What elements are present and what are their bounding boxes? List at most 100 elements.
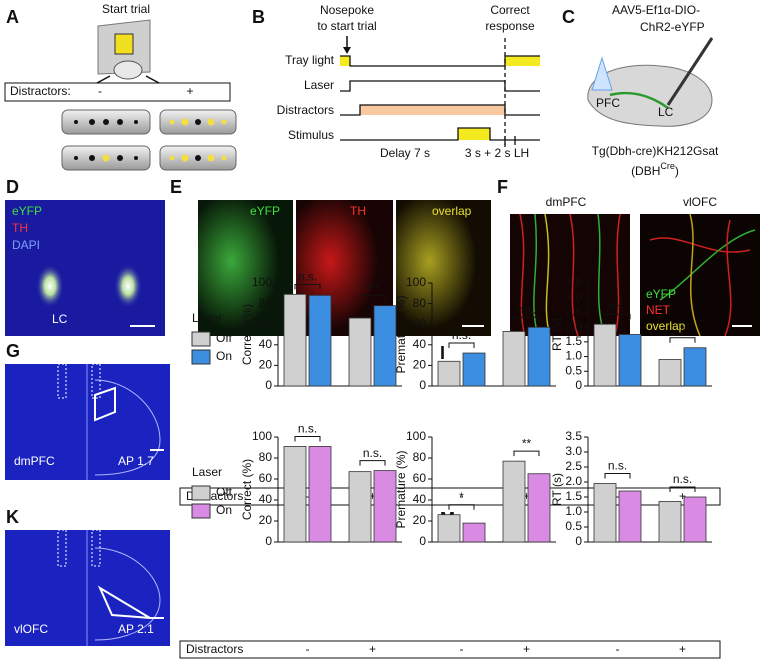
y-tick-label: 2.5 <box>565 459 582 473</box>
bar <box>308 446 332 543</box>
period <box>340 56 350 66</box>
y-tick-label: 2.0 <box>565 474 582 488</box>
y-axis-label: RT (s) <box>550 318 564 351</box>
legend-swatch <box>191 331 211 347</box>
cue-text: response <box>485 19 535 33</box>
syringe <box>666 37 714 106</box>
panel-letter: E <box>170 177 182 197</box>
x-tick-label: + <box>523 489 530 503</box>
light-window <box>114 33 134 55</box>
row-label: Laser <box>304 78 334 92</box>
panel-letter: G <box>6 341 20 361</box>
panel-a: A Start trial Distractors: - + <box>4 2 237 171</box>
fiber <box>57 363 67 399</box>
y-tick-label: 80 <box>259 296 273 310</box>
y-tick-label: 100 <box>406 275 426 289</box>
panel-letter: I <box>440 343 445 363</box>
projection <box>609 91 669 110</box>
y-tick-label: 20 <box>413 358 427 372</box>
micrograph <box>510 214 630 336</box>
region-label: vlOFC <box>14 622 48 636</box>
y-tick-label: 100 <box>252 275 272 289</box>
annotation: n.s. <box>298 270 317 284</box>
legend-label: On <box>216 503 232 517</box>
lc-label: LC <box>658 105 674 119</box>
y-tick-label: 20 <box>259 513 273 527</box>
y-tick-label: 100 <box>252 429 272 443</box>
region-label: LC <box>52 312 68 326</box>
y-tick-label: 60 <box>413 471 427 485</box>
y-axis-label: Correct (%) <box>240 459 254 520</box>
annotation: n.s. <box>517 302 536 316</box>
period <box>458 128 490 140</box>
bracket <box>669 486 696 492</box>
legend-swatch <box>191 485 211 501</box>
micrograph <box>640 214 760 336</box>
bar <box>437 360 461 387</box>
micrograph <box>5 200 165 336</box>
panel-letter: C <box>562 7 575 27</box>
stain-label: eYFP <box>250 204 280 218</box>
y-tick-label: 1.0 <box>565 504 582 518</box>
row-label: Distractors <box>277 103 334 117</box>
bracket <box>294 283 321 290</box>
panel-letter: F <box>497 177 508 197</box>
nose-poke-arrays <box>61 109 237 171</box>
region-label: dmPFC <box>546 195 587 209</box>
bar <box>658 359 682 387</box>
x-tick-label: - <box>306 642 310 656</box>
bar <box>618 334 642 387</box>
y-tick-label: 40 <box>413 492 427 506</box>
y-tick-label: 3.5 <box>565 275 582 289</box>
bar <box>308 294 332 387</box>
strain-label: Tg(Dbh-cre)KH212Gsat <box>592 144 719 158</box>
bar <box>618 490 642 543</box>
y-tick-label: 0 <box>575 378 582 392</box>
bar <box>527 473 551 543</box>
strain-part: (DBH <box>631 164 660 178</box>
region-label: dmPFC <box>14 454 55 468</box>
start-trial: Start trial <box>102 2 150 16</box>
distractor-box <box>4 82 231 102</box>
legend-label: On <box>216 349 232 363</box>
stain-label: overlap <box>646 319 686 333</box>
legend-label: Off <box>216 485 232 499</box>
annotation: n.s. <box>673 472 692 486</box>
x-tick-label: + <box>679 489 686 503</box>
bar <box>437 514 461 543</box>
panel-letter: A <box>6 7 19 27</box>
virus-label: AAV5-Ef1α-DIO- <box>612 3 700 17</box>
y-tick-label: 1.5 <box>565 334 582 348</box>
ap-label: AP 2.1 <box>118 622 154 636</box>
x-tick-label: - <box>460 489 464 503</box>
fiber <box>91 529 101 567</box>
bracket <box>448 342 475 349</box>
y-tick-label: 1.0 <box>565 349 582 363</box>
timeline <box>340 38 540 150</box>
y-tick-label: 20 <box>259 358 273 372</box>
y-tick-label: 2.5 <box>565 305 582 319</box>
x-tick-label: + <box>369 642 376 656</box>
y-tick-label: 40 <box>259 337 273 351</box>
y-tick-label: 60 <box>413 316 427 330</box>
bar <box>373 305 397 387</box>
stain-label: eYFP <box>12 204 42 218</box>
minus: - <box>98 84 102 98</box>
virus-label: ChR2-eYFP <box>640 20 705 34</box>
distractor-label: Distractors: <box>10 84 71 98</box>
x-tick-label: + <box>679 642 686 656</box>
legend-title: Laser <box>192 311 222 325</box>
annotation: n.s. <box>452 328 471 342</box>
panel-letter: K <box>6 507 19 527</box>
y-axis-label: Premature (%) <box>394 450 408 528</box>
annotation: *** <box>365 281 379 295</box>
fiber <box>91 363 101 399</box>
bracket <box>513 450 540 457</box>
delay-label: Delay 7 s <box>380 146 430 160</box>
strain-sup: Cre <box>660 161 675 171</box>
fibers <box>519 213 756 337</box>
stain-label: eYFP <box>646 287 676 301</box>
period <box>360 105 505 115</box>
legend-swatch <box>191 503 211 519</box>
